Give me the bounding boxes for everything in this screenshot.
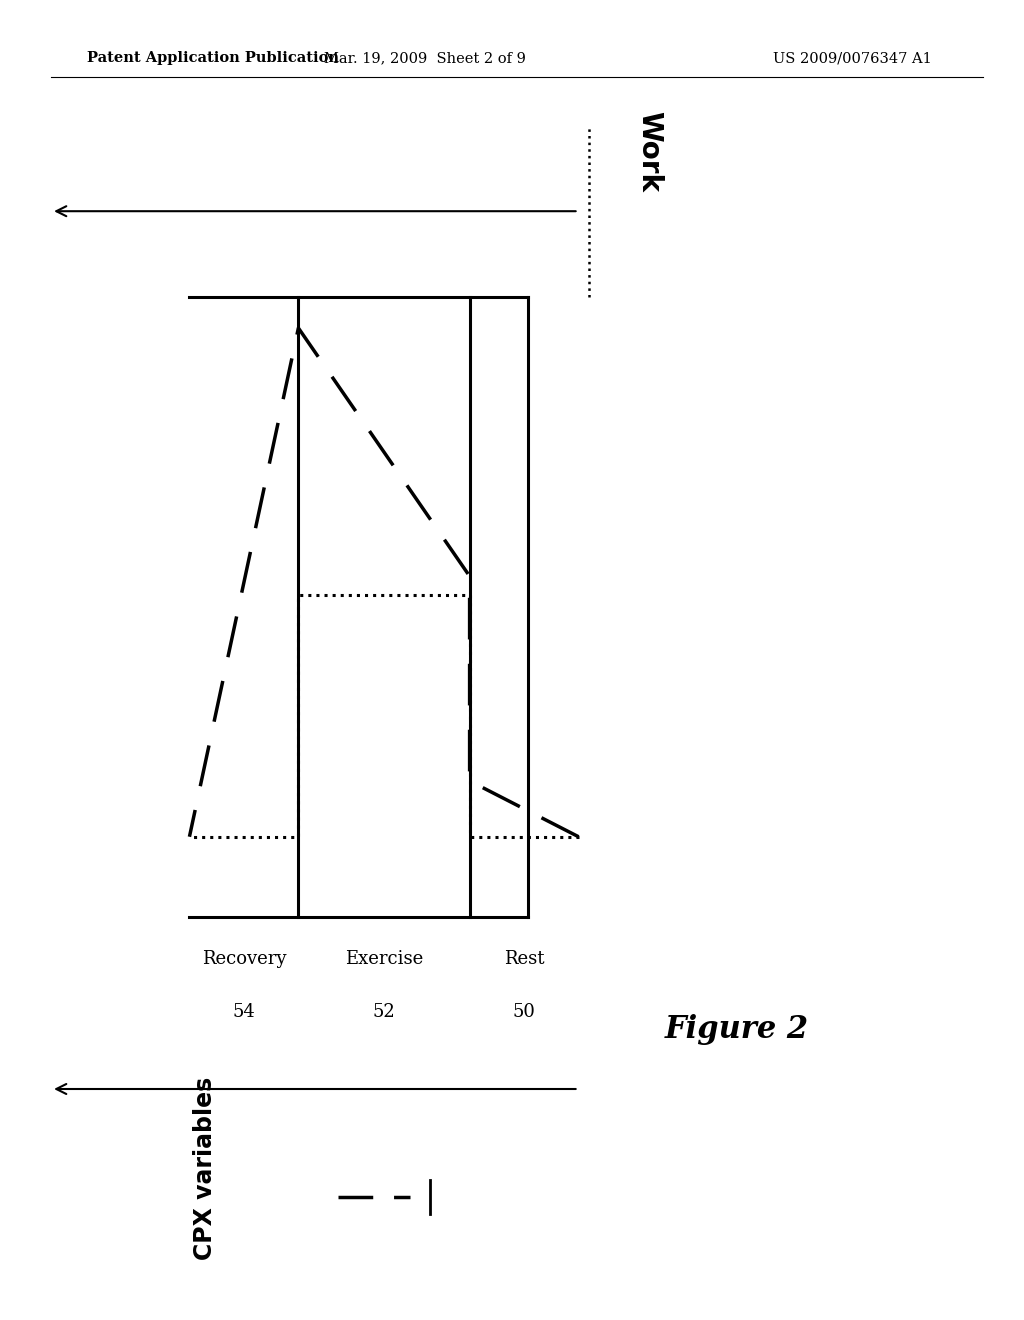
Text: US 2009/0076347 A1: US 2009/0076347 A1 (773, 51, 932, 65)
Text: 54: 54 (232, 1003, 255, 1022)
Text: Exercise: Exercise (345, 950, 423, 969)
Text: 52: 52 (373, 1003, 395, 1022)
Text: Patent Application Publication: Patent Application Publication (87, 51, 339, 65)
Text: Work: Work (635, 111, 663, 193)
Text: Mar. 19, 2009  Sheet 2 of 9: Mar. 19, 2009 Sheet 2 of 9 (324, 51, 526, 65)
Text: 50: 50 (513, 1003, 536, 1022)
Text: Rest: Rest (504, 950, 545, 969)
Text: CPX variables: CPX variables (193, 1077, 217, 1259)
Text: Recovery: Recovery (202, 950, 286, 969)
Text: Figure 2: Figure 2 (666, 1014, 809, 1045)
